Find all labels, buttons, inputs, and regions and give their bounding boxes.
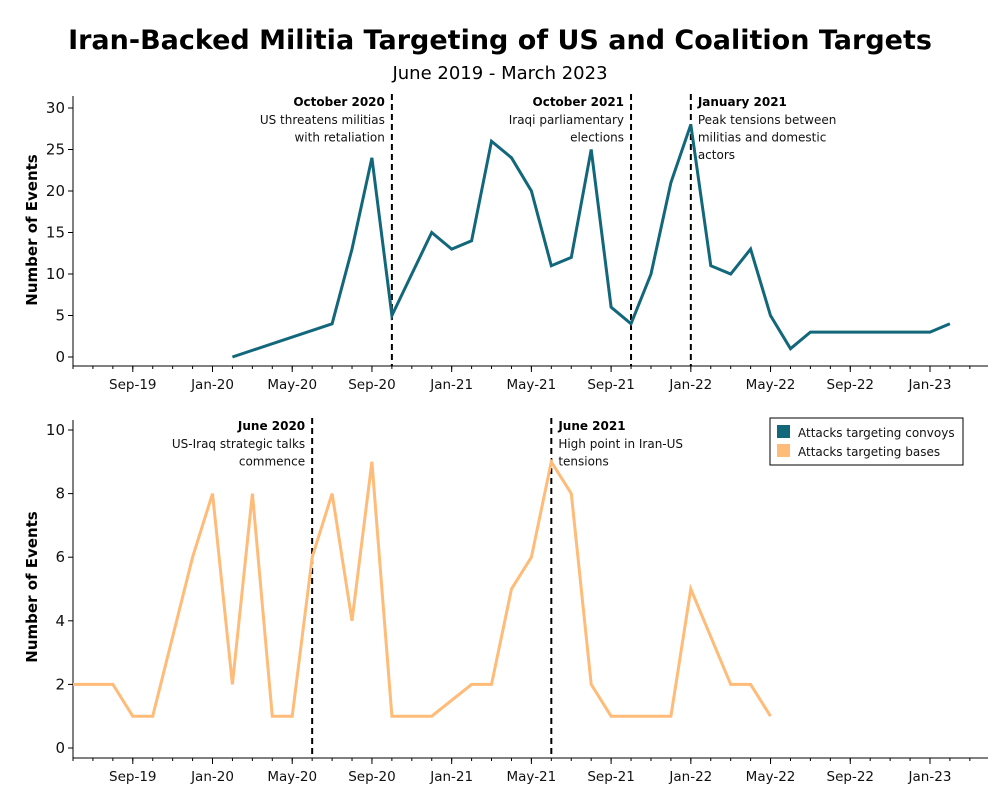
x-tick-label: Sep-20 <box>348 769 396 785</box>
x-tick-label: May-20 <box>267 769 317 785</box>
y-tick-label: 2 <box>55 675 65 693</box>
x-tick-label: Jan-21 <box>429 377 473 393</box>
x-tick-label: May-21 <box>507 377 557 393</box>
y-tick-label: 4 <box>55 612 65 630</box>
annotation-text: US-Iraq strategic talks <box>172 437 305 451</box>
annotation-title: October 2020 <box>293 95 385 109</box>
y-tick-label: 10 <box>46 265 65 283</box>
legend: Attacks targeting convoys Attacks targeti… <box>770 418 963 465</box>
y-tick-label: 8 <box>55 485 65 503</box>
panel-1: 0 5 10 15 20 25 30 Sep-19 Jan-20 May-20 Sep-20 Jan-… <box>46 94 988 393</box>
x-tick-label: Sep-19 <box>109 377 157 393</box>
y-tick-label: 0 <box>55 348 65 366</box>
legend-swatch <box>777 444 790 457</box>
series-line-1 <box>73 462 771 716</box>
y-tick-label: 5 <box>55 307 65 325</box>
annotation-text: actors <box>698 148 735 162</box>
x-tick-label: Jan-21 <box>429 769 473 785</box>
x-tick-label: Jan-23 <box>908 769 952 785</box>
annotation-title: October 2021 <box>533 95 625 109</box>
annotation-title: June 2021 <box>557 419 625 433</box>
y-tick-label: 6 <box>55 548 65 566</box>
y-tick-label: 10 <box>46 421 65 439</box>
annotation-text: with retaliation <box>294 131 384 145</box>
annotation-title: June 2020 <box>237 419 305 433</box>
annotation-text: Peak tensions between <box>698 113 837 127</box>
panel-2: 0 2 4 6 8 10 Sep-19 Jan-20 May-20 Sep-20 Jan-21 May… <box>46 418 988 785</box>
x-tick-label: Sep-21 <box>587 377 635 393</box>
legend-label: Attacks targeting convoys <box>798 426 955 440</box>
x-tick-label: May-21 <box>507 769 557 785</box>
legend-label: Attacks targeting bases <box>798 445 940 459</box>
chart-title: Iran-Backed Militia Targeting of US and … <box>68 25 932 56</box>
y-tick-label: 0 <box>55 739 65 757</box>
y-tick-label: 20 <box>46 182 65 200</box>
annotation-text: Iraqi parliamentary <box>509 113 624 127</box>
x-tick-label: Sep-21 <box>587 769 635 785</box>
y-axis-label-top: Number of Events <box>23 154 41 305</box>
annotation-title: January 2021 <box>697 95 787 109</box>
legend-swatch <box>777 425 790 438</box>
annotation-text: US threatens militias <box>260 113 385 127</box>
x-tick-label: Jan-23 <box>908 377 952 393</box>
annotation-text: elections <box>570 131 624 145</box>
annotation-text: commence <box>239 455 305 469</box>
x-tick-label: Jan-22 <box>668 769 712 785</box>
chart-subtitle: June 2019 - March 2023 <box>391 63 607 84</box>
x-tick-label: Sep-20 <box>348 377 396 393</box>
series-line-1 <box>232 125 950 357</box>
annotation-text: militias and domestic <box>698 131 826 145</box>
y-tick-label: 30 <box>46 99 65 117</box>
x-tick-label: Jan-22 <box>668 377 712 393</box>
x-tick-label: Jan-20 <box>190 377 234 393</box>
x-tick-label: May-20 <box>267 377 317 393</box>
x-tick-label: May-22 <box>746 769 796 785</box>
x-tick-label: Jan-20 <box>190 769 234 785</box>
annotation-text: High point in Iran-US <box>558 437 683 451</box>
x-tick-label: May-22 <box>746 377 796 393</box>
x-tick-label: Sep-19 <box>109 769 157 785</box>
x-tick-label: Sep-22 <box>827 769 875 785</box>
x-tick-label: Sep-22 <box>827 377 875 393</box>
y-tick-label: 25 <box>46 141 65 159</box>
y-axis-label-bottom: Number of Events <box>23 511 41 662</box>
annotation-text: tensions <box>558 455 608 469</box>
y-tick-label: 15 <box>46 224 65 242</box>
